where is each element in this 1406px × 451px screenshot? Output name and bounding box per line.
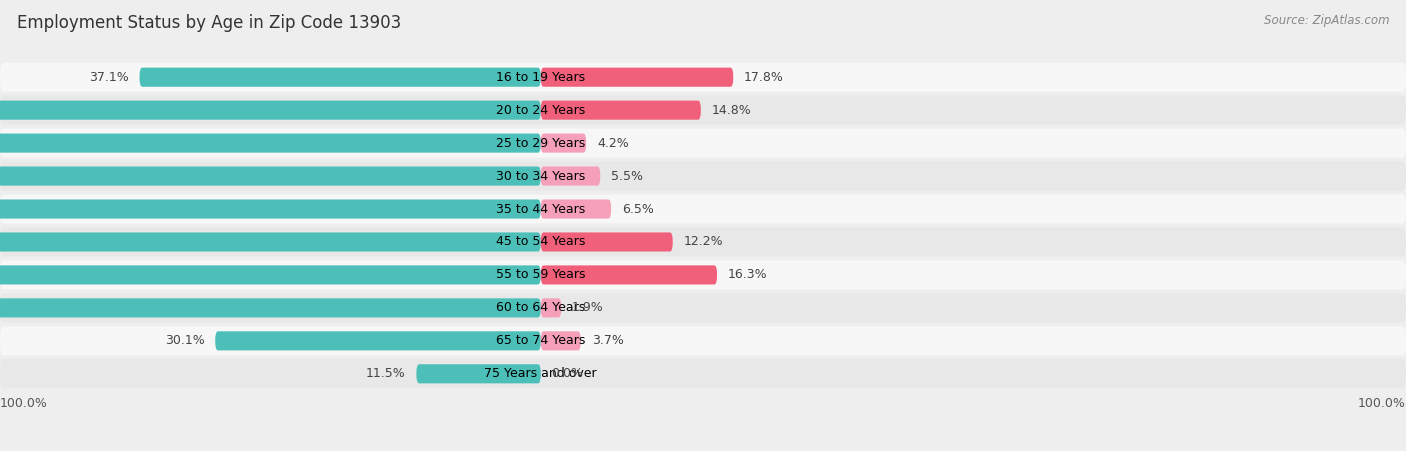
FancyBboxPatch shape bbox=[0, 294, 1406, 322]
FancyBboxPatch shape bbox=[0, 63, 1406, 92]
Text: 4.2%: 4.2% bbox=[598, 137, 628, 150]
FancyBboxPatch shape bbox=[541, 101, 700, 120]
Text: 30 to 34 Years: 30 to 34 Years bbox=[496, 170, 585, 183]
Text: 16 to 19 Years: 16 to 19 Years bbox=[496, 71, 585, 84]
Text: 1.9%: 1.9% bbox=[572, 301, 605, 314]
FancyBboxPatch shape bbox=[0, 227, 1406, 257]
Text: 16.3%: 16.3% bbox=[728, 268, 768, 281]
Text: 75 Years and over: 75 Years and over bbox=[485, 367, 598, 380]
Text: 11.5%: 11.5% bbox=[366, 367, 405, 380]
Text: 35 to 44 Years: 35 to 44 Years bbox=[496, 202, 585, 216]
FancyBboxPatch shape bbox=[541, 265, 717, 285]
Text: 0.0%: 0.0% bbox=[551, 367, 583, 380]
FancyBboxPatch shape bbox=[0, 133, 541, 152]
FancyBboxPatch shape bbox=[0, 260, 1406, 290]
Text: 20 to 24 Years: 20 to 24 Years bbox=[496, 104, 585, 117]
Text: 100.0%: 100.0% bbox=[0, 397, 48, 410]
FancyBboxPatch shape bbox=[541, 199, 612, 219]
FancyBboxPatch shape bbox=[0, 166, 541, 186]
Text: Employment Status by Age in Zip Code 13903: Employment Status by Age in Zip Code 139… bbox=[17, 14, 401, 32]
FancyBboxPatch shape bbox=[0, 101, 541, 120]
FancyBboxPatch shape bbox=[0, 299, 541, 318]
Text: 30.1%: 30.1% bbox=[165, 334, 204, 347]
FancyBboxPatch shape bbox=[139, 68, 541, 87]
FancyBboxPatch shape bbox=[0, 129, 1406, 157]
FancyBboxPatch shape bbox=[0, 161, 1406, 191]
FancyBboxPatch shape bbox=[541, 299, 561, 318]
FancyBboxPatch shape bbox=[0, 327, 1406, 355]
FancyBboxPatch shape bbox=[541, 68, 734, 87]
Text: 45 to 54 Years: 45 to 54 Years bbox=[496, 235, 585, 249]
Text: 17.8%: 17.8% bbox=[744, 71, 785, 84]
Text: 37.1%: 37.1% bbox=[89, 71, 129, 84]
FancyBboxPatch shape bbox=[0, 199, 541, 219]
Text: 6.5%: 6.5% bbox=[621, 202, 654, 216]
FancyBboxPatch shape bbox=[416, 364, 541, 383]
FancyBboxPatch shape bbox=[0, 194, 1406, 224]
FancyBboxPatch shape bbox=[0, 265, 541, 285]
Text: Source: ZipAtlas.com: Source: ZipAtlas.com bbox=[1264, 14, 1389, 27]
FancyBboxPatch shape bbox=[215, 331, 541, 350]
Text: 65 to 74 Years: 65 to 74 Years bbox=[496, 334, 585, 347]
FancyBboxPatch shape bbox=[0, 232, 541, 252]
Text: 100.0%: 100.0% bbox=[1358, 397, 1406, 410]
Text: 14.8%: 14.8% bbox=[711, 104, 751, 117]
Text: 3.7%: 3.7% bbox=[592, 334, 623, 347]
Text: 5.5%: 5.5% bbox=[612, 170, 643, 183]
FancyBboxPatch shape bbox=[541, 232, 672, 252]
FancyBboxPatch shape bbox=[541, 331, 581, 350]
FancyBboxPatch shape bbox=[541, 166, 600, 186]
FancyBboxPatch shape bbox=[0, 359, 1406, 388]
FancyBboxPatch shape bbox=[541, 133, 586, 152]
Text: 60 to 64 Years: 60 to 64 Years bbox=[496, 301, 585, 314]
Text: 25 to 29 Years: 25 to 29 Years bbox=[496, 137, 585, 150]
Text: 55 to 59 Years: 55 to 59 Years bbox=[496, 268, 585, 281]
Text: 12.2%: 12.2% bbox=[683, 235, 723, 249]
FancyBboxPatch shape bbox=[0, 96, 1406, 124]
